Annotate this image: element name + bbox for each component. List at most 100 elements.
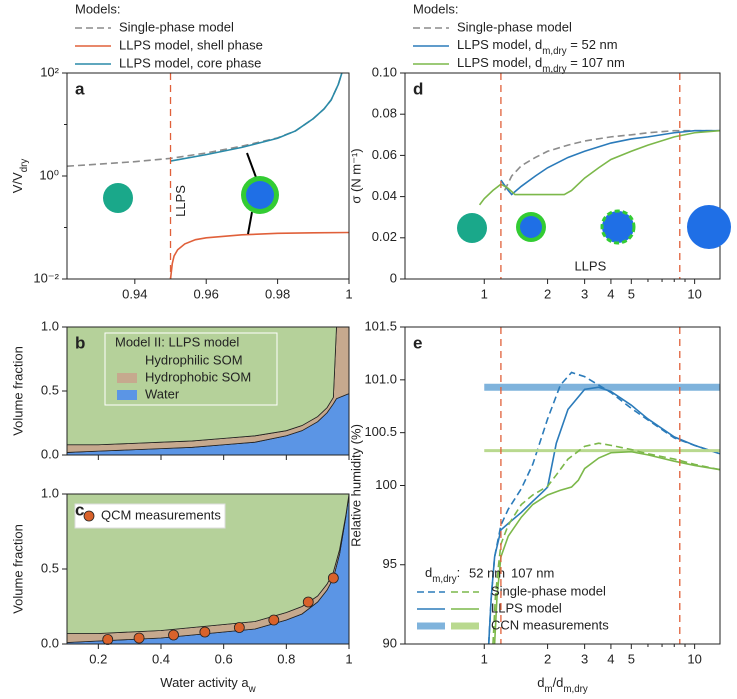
y-tick-label: 0.0 (41, 635, 59, 650)
plot-frame (404, 72, 721, 280)
droplet-icon (600, 209, 636, 245)
y-tick-label: 10² (40, 64, 59, 79)
x-tick-label: 3 (581, 651, 588, 666)
panel-letter: b (75, 333, 85, 352)
text-part: = 107 nm (567, 55, 625, 70)
text-part: m,dry (542, 64, 567, 75)
y-tick-label: 0.10 (372, 64, 397, 79)
text-part: m,dry (542, 46, 567, 57)
y-tick-label: 0.04 (372, 188, 397, 203)
panel-letter: e (413, 333, 422, 352)
line (478, 129, 720, 206)
text-part: Water activity a (160, 675, 249, 690)
text-part: m (544, 684, 552, 695)
legend-label: CCN measurements (491, 617, 609, 632)
legend-title: Model II: LLPS model (115, 334, 239, 349)
x-tick-label: 2 (544, 286, 551, 301)
y-axis-label: Volume fraction (10, 346, 25, 436)
panel-letter: a (75, 79, 85, 98)
x-tick-label: 0.8 (277, 651, 295, 666)
legend-swatch (117, 356, 137, 366)
panel-letter: c (75, 500, 84, 519)
y-tick-label: 0.5 (41, 560, 59, 575)
y-tick-label: 10⁰ (39, 167, 59, 182)
text-part: d (425, 565, 432, 580)
line (500, 129, 720, 196)
y-tick-label: 1.0 (41, 318, 59, 333)
y-axis-label: V/Vdry (10, 159, 30, 194)
annotation: LLPS (173, 185, 188, 217)
legend-label: Single-phase model (119, 19, 234, 34)
y-tick-label: 1.0 (41, 485, 59, 500)
legend-label: LLPS model (491, 600, 562, 615)
legend-label: Hydrophilic SOM (145, 352, 243, 367)
text-part: dry (19, 159, 30, 173)
legend-group-label: 107 nm (511, 565, 554, 580)
legend-title: Models: (413, 1, 459, 16)
point (133, 632, 145, 644)
y-axis-label: σ (N m⁻¹) (348, 148, 363, 203)
point (327, 572, 339, 584)
y-tick-label: 0.02 (372, 229, 397, 244)
legend-group-label: 52 nm (469, 565, 505, 580)
line (169, 231, 349, 279)
legend-box (74, 503, 226, 529)
x-tick-label: 1 (481, 286, 488, 301)
x-tick-label: 4 (607, 651, 614, 666)
plot-frame (66, 72, 350, 280)
text-part: LLPS model, d (457, 37, 542, 52)
x-axis-label: Water activity aw (160, 675, 256, 695)
text-part: m,dry (432, 574, 457, 585)
plot-lines (478, 129, 720, 206)
plot-areas (67, 494, 349, 644)
text-part: V/V (10, 172, 25, 193)
area (67, 327, 349, 446)
line (67, 73, 343, 167)
y-tick-label: 101.0 (364, 371, 397, 386)
line (492, 442, 720, 644)
x-tick-label: 5 (628, 286, 635, 301)
y-tick-label: 0.06 (372, 147, 397, 162)
legend-label: LLPS model, core phase (119, 55, 261, 70)
text-part: m,dry (563, 684, 588, 695)
text-part: /d (553, 675, 564, 690)
y-tick-label: 0.5 (41, 382, 59, 397)
legend-label: Single-phase model (457, 19, 572, 34)
y-tick-label: 0.0 (41, 446, 59, 461)
x-tick-label: 1 (481, 651, 488, 666)
y-tick-label: 90 (383, 635, 397, 650)
x-tick-label: 1 (345, 286, 352, 301)
y-tick-label: 100.5 (364, 424, 397, 439)
legend-label: QCM measurements (101, 507, 221, 522)
legend-swatch (83, 510, 95, 522)
x-tick-label: 5 (628, 651, 635, 666)
plot-lines (67, 73, 349, 279)
x-tick-label: 0.94 (122, 286, 147, 301)
text-part: d (537, 675, 544, 690)
pointer (246, 152, 258, 181)
x-tick-label: 0.6 (215, 651, 233, 666)
y-tick-label: 100 (375, 477, 397, 492)
annotation: LLPS (574, 258, 606, 273)
x-axis-label: dm/dm,dry (537, 675, 588, 695)
text-part: LLPS model, d (457, 55, 542, 70)
y-axis-label: Volume fraction (10, 524, 25, 614)
legend-title: dm,dry: (425, 565, 460, 585)
droplet-icon (103, 183, 133, 213)
pointer (247, 211, 253, 235)
legend-title: Models: (75, 1, 121, 16)
point (268, 614, 280, 626)
y-tick-label: 95 (383, 556, 397, 571)
point (199, 626, 211, 638)
legend-label: Single-phase model (491, 583, 606, 598)
y-tick-label: 10⁻² (33, 270, 59, 285)
point (102, 634, 114, 645)
plot-lines (484, 371, 720, 644)
text-part: w (248, 684, 257, 695)
x-tick-label: 0.98 (265, 286, 290, 301)
x-tick-label: 10 (687, 651, 701, 666)
y-axis-label: Relative humidity (%) (348, 424, 363, 547)
legend-box (104, 332, 278, 406)
line (493, 450, 720, 644)
